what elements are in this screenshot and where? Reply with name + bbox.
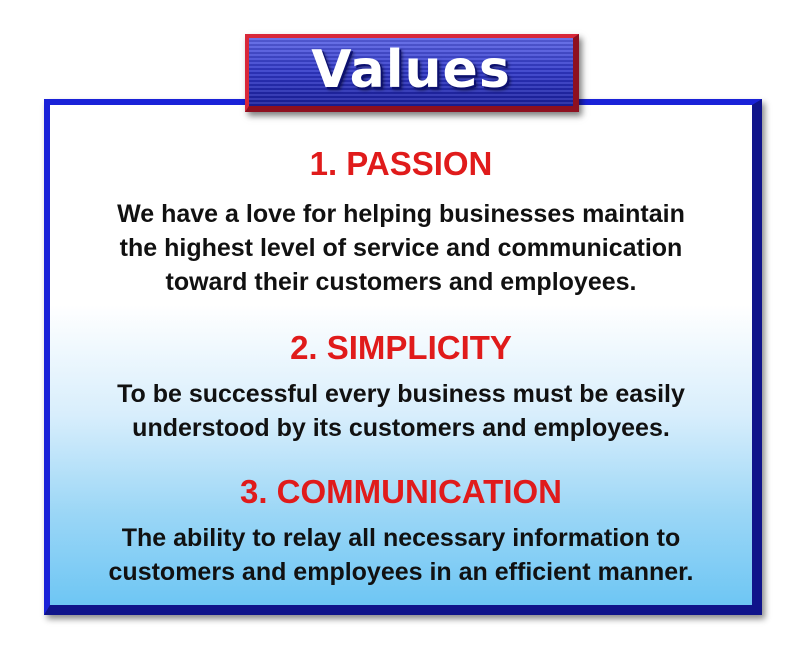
value-line: customers and employees in an efficient … xyxy=(108,558,694,586)
value-heading-communication: 3. COMMUNICATION xyxy=(239,473,563,510)
value-line: the highest level of service and communi… xyxy=(119,234,683,262)
value-text-passion: We have a love for helping businesses ma… xyxy=(50,197,752,299)
value-line: toward their customers and employees. xyxy=(165,268,637,296)
value-line: understood by its customers and employee… xyxy=(132,414,670,442)
title-badge: Values xyxy=(245,34,579,112)
value-text-simplicity: To be successful every business must be … xyxy=(50,377,752,445)
value-text-communication: The ability to relay all necessary infor… xyxy=(50,521,752,589)
value-heading-passion: 1. PASSION xyxy=(309,145,493,182)
values-panel: 1. PASSION We have a love for helping bu… xyxy=(44,99,762,615)
value-line: The ability to relay all necessary infor… xyxy=(121,524,681,552)
value-heading-simplicity: 2. SIMPLICITY xyxy=(290,329,512,366)
value-line: We have a love for helping businesses ma… xyxy=(117,200,685,228)
page-title: Values xyxy=(311,40,511,100)
value-line: To be successful every business must be … xyxy=(117,380,685,408)
